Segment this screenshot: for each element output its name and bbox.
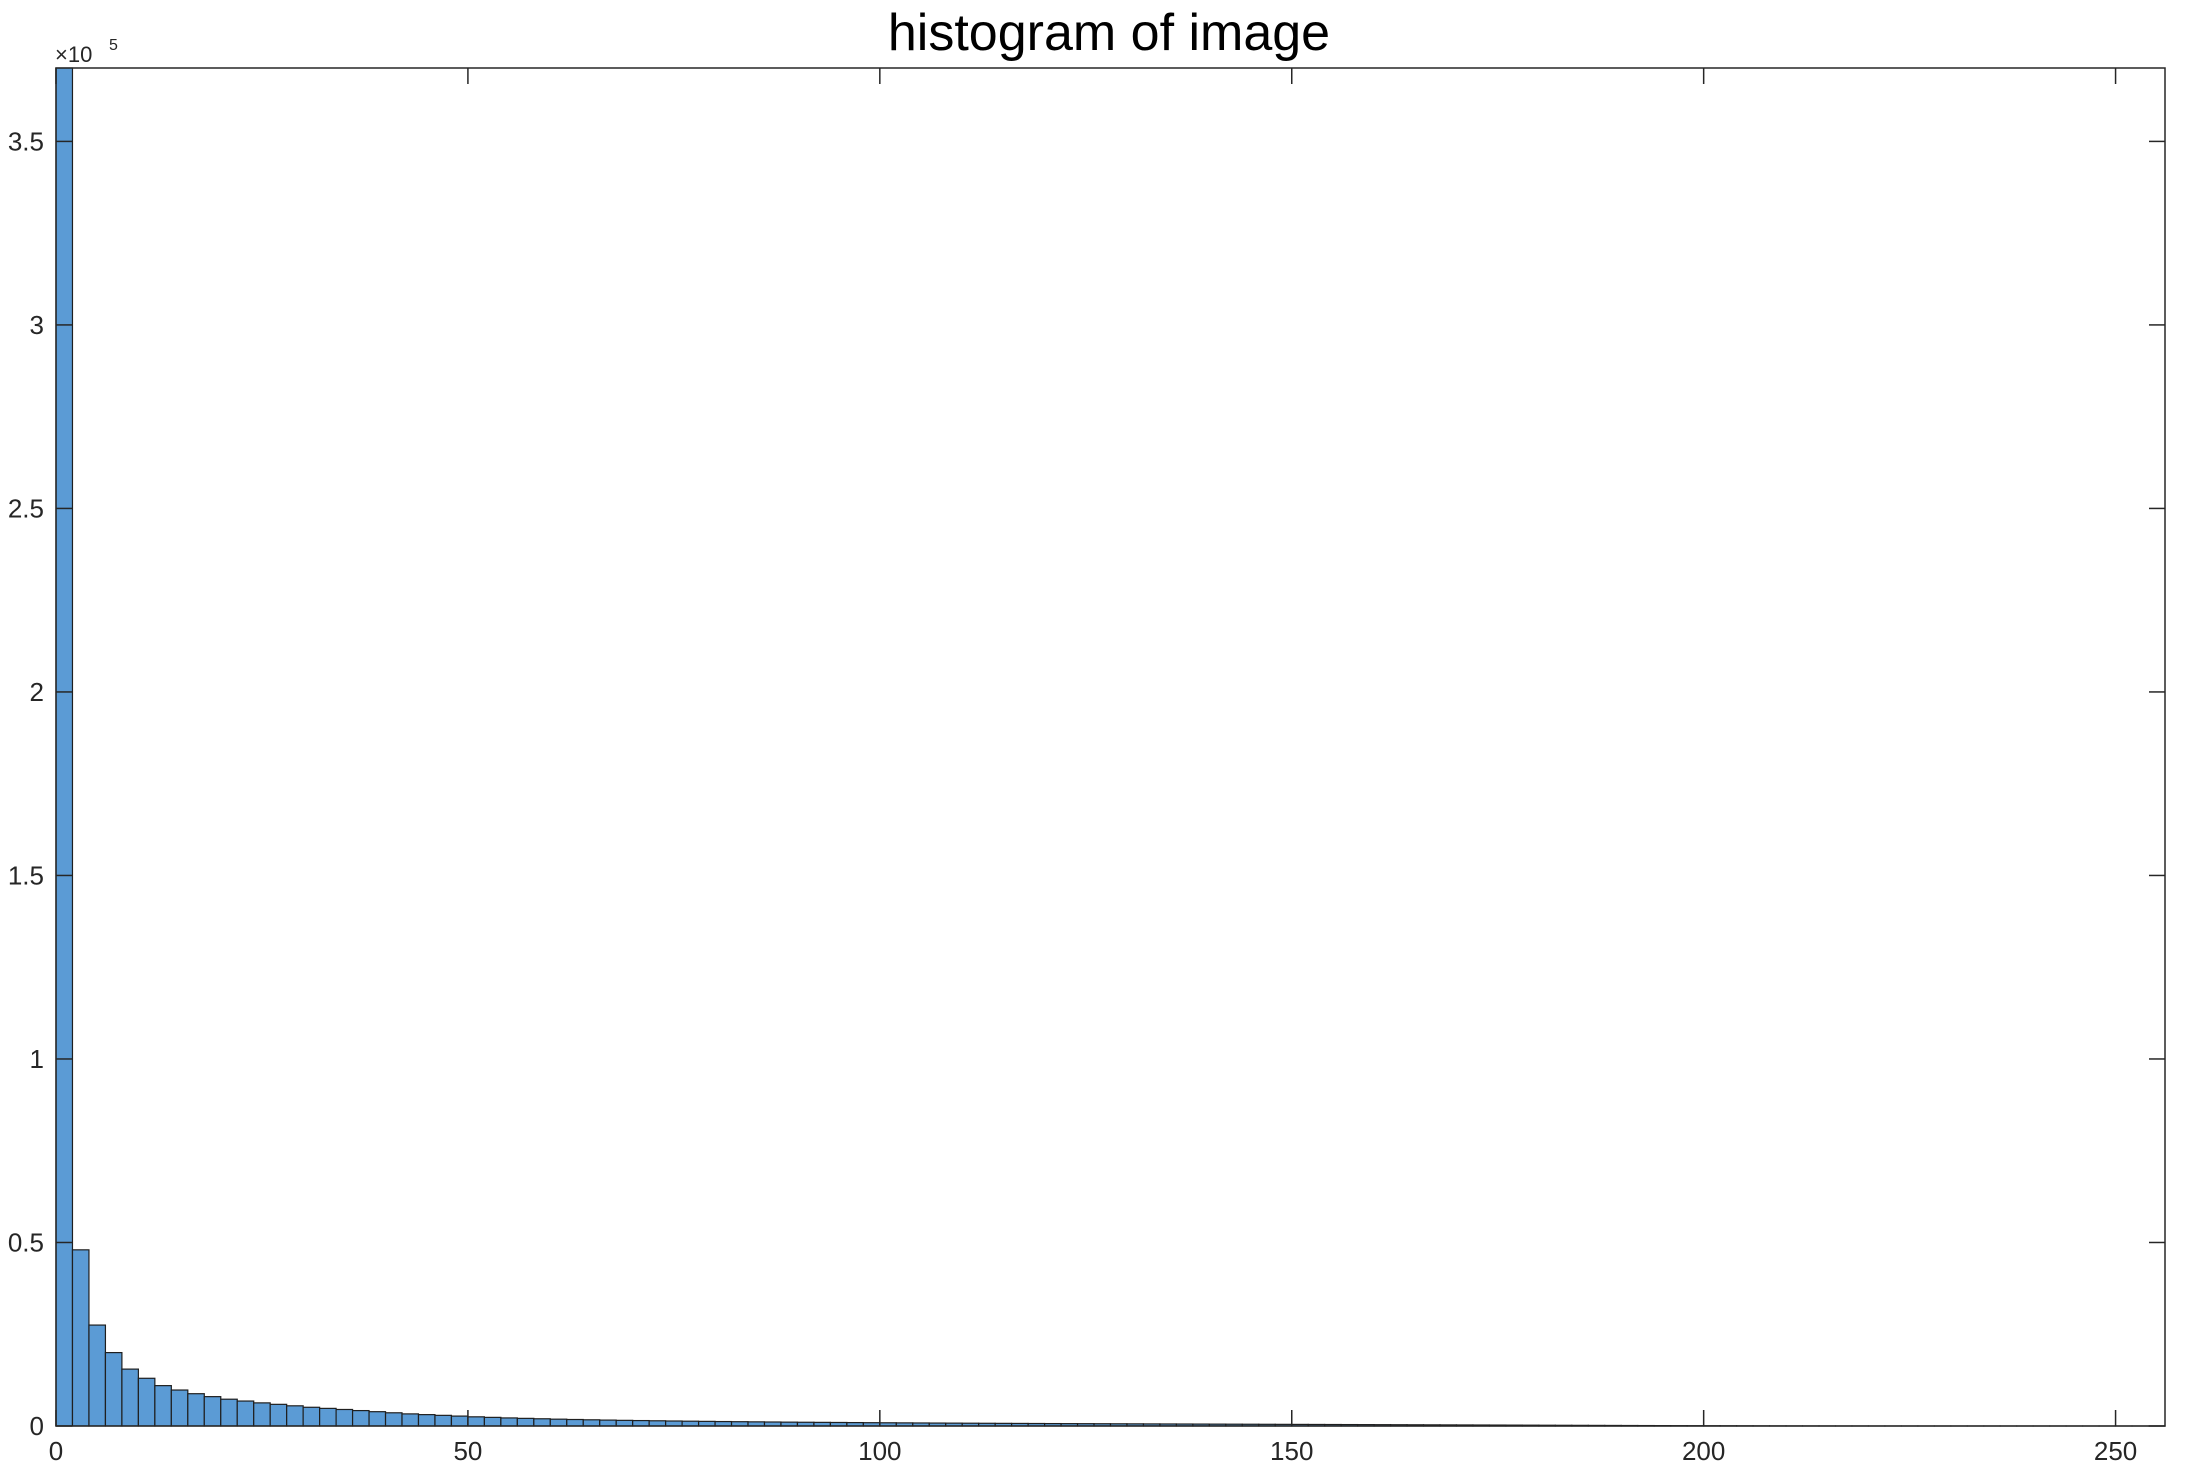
x-tick-label: 50 [453,1436,482,1461]
histogram-bar [467,1416,485,1427]
histogram-bar [203,1396,222,1427]
histogram-bar [236,1400,255,1427]
histogram-bar [417,1414,436,1427]
histogram-bar [319,1407,337,1427]
y-tick-labels: 0 0.5 1 1.5 2 2.5 3 3.5 [8,126,44,1441]
y-exponent-power: 5 [109,37,118,54]
x-tick-labels: 0 50 100 150 200 250 [49,1436,2138,1461]
histogram-bar [516,1417,535,1427]
histogram-bar [154,1385,172,1427]
x-tick-label: 150 [1270,1436,1313,1461]
y-tick-label: 0 [30,1411,44,1441]
histogram-bar [121,1368,139,1427]
y-exponent-label: ×10 5 [55,37,118,67]
histogram-bar [335,1408,354,1427]
y-tick-label: 1 [30,1044,44,1074]
chart-title: histogram of image [888,4,1330,62]
axes-box [55,67,2166,1427]
bars-layer [55,67,2166,1427]
histogram-bar [483,1416,502,1427]
axes-layer [55,67,2166,1427]
histogram-bar [632,1419,650,1427]
x-tick-label: 250 [2094,1436,2137,1461]
y-tick-label: 3.5 [8,126,44,156]
histogram-bar [615,1419,634,1427]
histogram-bar [88,1324,107,1427]
histogram-bar [269,1403,288,1427]
y-exponent-base: ×10 [55,42,92,67]
histogram-bar [104,1351,123,1427]
histogram-bar [599,1419,617,1427]
y-tick-label: 1.5 [8,860,44,890]
histogram-bar [566,1418,584,1427]
histogram-bar [368,1411,387,1427]
y-tick-label: 2.5 [8,493,44,523]
histogram-bar [170,1389,189,1427]
histogram-bar [286,1405,304,1427]
histogram-bar [71,1249,90,1427]
histogram-bar [187,1393,205,1427]
y-tick-label: 2 [30,677,44,707]
histogram-bar [220,1398,238,1427]
histogram-bar [450,1415,469,1427]
histogram-bar [137,1377,156,1427]
histogram-bar [384,1412,403,1427]
histogram-bar [648,1420,667,1427]
y-tick-label: 3 [30,310,44,340]
y-tick-label: 0.5 [8,1227,44,1257]
histogram-bar [500,1417,518,1427]
x-tick-label: 200 [1682,1436,1725,1461]
histogram-bar [533,1418,551,1427]
histogram-bar [582,1419,601,1427]
x-tick-label: 0 [49,1436,63,1461]
histogram-bar [549,1418,568,1427]
x-tick-label: 100 [858,1436,901,1461]
histogram-bar [401,1413,420,1427]
histogram-bar [351,1409,370,1427]
histogram-bar [253,1402,271,1427]
histogram-bar [55,67,74,1427]
histogram-bar [302,1406,321,1427]
histogram-bar [434,1414,453,1427]
